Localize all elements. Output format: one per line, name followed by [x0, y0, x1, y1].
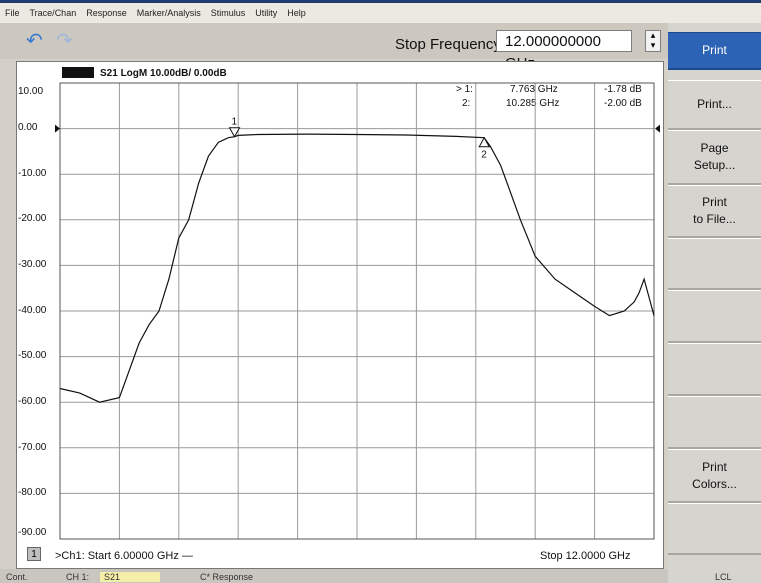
start-frequency-label: >Ch1: Start 6.00000 GHz — [55, 550, 193, 562]
y-tick-label: 0.00 [18, 122, 38, 133]
marker-2-prefix: 2: [462, 98, 471, 109]
marker-1-frequency: 7.763 GHz [510, 84, 558, 95]
y-tick-label: -50.00 [18, 350, 47, 361]
graticule-border [59, 82, 655, 540]
menu-help[interactable]: Help [287, 8, 306, 18]
marker-1-prefix: > 1: [456, 84, 473, 95]
softkey-blank-8[interactable] [668, 396, 761, 449]
softkey-blank-7[interactable] [668, 343, 761, 396]
y-tick-label: -70.00 [18, 442, 47, 453]
marker-2-frequency: 10.285 GHz [506, 98, 560, 109]
reference-level-right-marker [655, 124, 660, 133]
softkey-blank-6[interactable] [668, 290, 761, 343]
menu-response[interactable]: Response [86, 8, 127, 18]
menu-trace-chan[interactable]: Trace/Chan [29, 8, 77, 18]
y-tick-label: -30.00 [18, 259, 47, 270]
menu-stimulus[interactable]: Stimulus [210, 8, 246, 18]
reference-level-left-marker [55, 124, 60, 133]
menu-bar: File Trace/Chan Response Marker/Analysis… [0, 3, 761, 23]
marker-2-value: -2.00 dB [604, 98, 642, 109]
softkey-blank-10[interactable] [668, 503, 761, 555]
measurement-window [16, 61, 664, 569]
menu-marker-analysis[interactable]: Marker/Analysis [136, 8, 201, 18]
spinner-control[interactable]: ▴ ▾ [645, 30, 661, 52]
menu-file[interactable]: File [5, 8, 20, 18]
y-tick-label: -80.00 [18, 487, 47, 498]
trace-status-label: S21 LogM 10.00dB/ 0.00dB [100, 68, 227, 79]
softkey-print[interactable]: Print [668, 32, 761, 70]
spin-up-icon[interactable]: ▴ [650, 31, 656, 41]
stop-frequency-label: Stop 12.0000 GHz [540, 550, 631, 562]
redo-icon[interactable]: ↷ [56, 28, 73, 52]
status-bar: Cont. CH 1: S21 C* Response LCL [0, 569, 732, 583]
channel-label: CH 1: [66, 572, 90, 582]
sweep-mode-label: Cont. [6, 572, 28, 582]
marker-2-triangle [478, 136, 491, 148]
marker-1-value: -1.78 dB [604, 84, 642, 95]
s21-trace-line [59, 133, 655, 403]
active-entry-label: Stop Frequency [395, 36, 501, 53]
cal-status-label: C* Response [200, 572, 254, 582]
spin-down-icon[interactable]: ▾ [650, 41, 656, 51]
y-tick-label: -40.00 [18, 305, 47, 316]
marker-1-triangle [228, 127, 241, 138]
y-tick-label: -10.00 [18, 168, 47, 179]
channel-number-badge[interactable]: 1 [27, 547, 41, 561]
softkey-blank-5[interactable] [668, 238, 761, 290]
softkey-print-dialog[interactable]: Print... [668, 80, 761, 130]
softkey-page-setup[interactable]: Page Setup... [668, 130, 761, 185]
undo-icon[interactable]: ↶ [26, 28, 43, 52]
y-tick-label: -60.00 [18, 396, 47, 407]
reference-label: LCL [715, 572, 732, 582]
softkey-print-colors[interactable]: Print Colors... [668, 449, 761, 503]
softkey-panel: Print Print... Page Setup... Print to Fi… [668, 23, 761, 583]
measurement-label: S21 [100, 572, 161, 582]
marker-2-number: 2 [481, 150, 487, 161]
y-tick-label: -90.00 [18, 527, 47, 538]
y-tick-label: -20.00 [18, 213, 47, 224]
y-tick-label: 10.00 [18, 86, 44, 97]
softkey-print-to-file[interactable]: Print to File... [668, 185, 761, 238]
window-top-border [0, 0, 761, 3]
trace-color-swatch [62, 67, 94, 78]
menu-utility[interactable]: Utility [255, 8, 278, 18]
marker-1-number: 1 [232, 117, 238, 128]
